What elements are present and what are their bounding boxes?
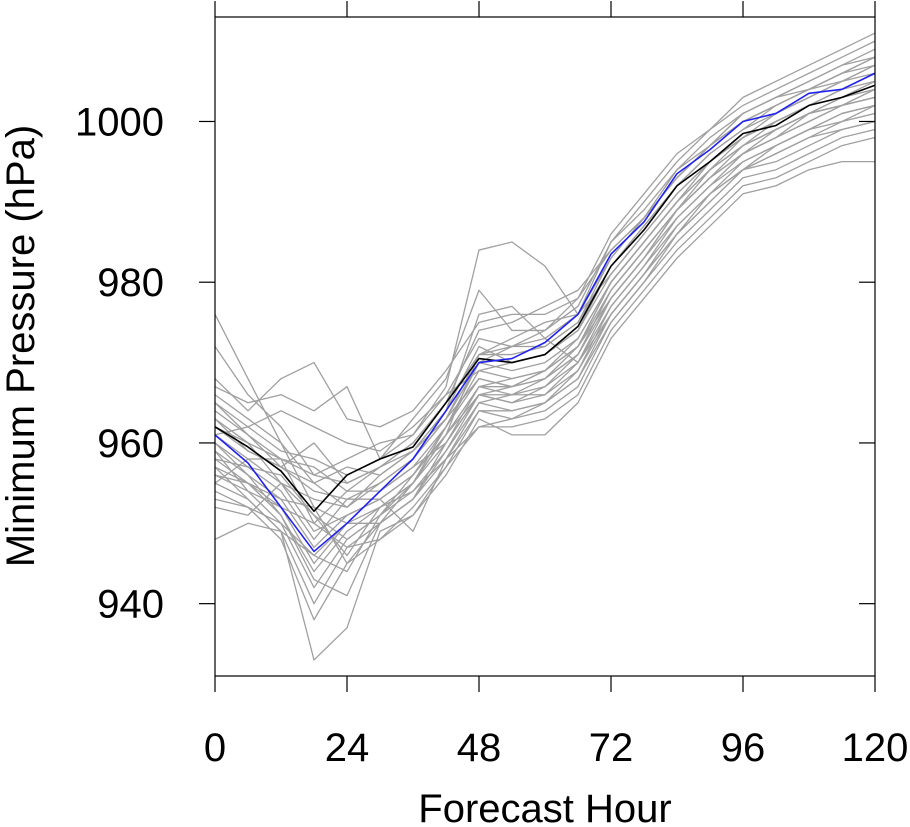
x-tick-label: 0 [204, 726, 226, 770]
ensemble-member-line [214, 64, 876, 492]
x-tick-label: 72 [589, 726, 634, 770]
x-tick-label: 120 [842, 726, 909, 770]
x-tick-label: 24 [325, 726, 370, 770]
ensemble-member-line [214, 56, 876, 508]
ensemble-member-line [214, 96, 876, 573]
ensemble-member-line [214, 80, 876, 484]
ensemble-member-line [214, 161, 875, 661]
x-tick-label: 48 [457, 726, 502, 770]
ensemble-member-line [214, 32, 876, 476]
ensemble-member-line [214, 64, 876, 476]
ensemble-member-line [214, 120, 876, 532]
ensemble-member-line [214, 64, 876, 484]
ensemble-member-line [214, 88, 876, 557]
tick-labels: 0 24 48 72 96 120 940 960 980 1000 [75, 100, 908, 770]
ensemble-member-line [214, 56, 876, 460]
ensemble-mean-line [214, 84, 876, 513]
ensemble-member-line [214, 136, 876, 621]
plot-frame [214, 16, 876, 677]
ensemble-member-line [214, 40, 876, 428]
x-axis-title: Forecast Hour [418, 787, 671, 827]
y-tick-label: 980 [97, 261, 164, 305]
y-tick-label: 960 [97, 422, 164, 466]
ensemble-member-line [214, 104, 876, 549]
y-tick-label: 940 [97, 583, 164, 627]
ensemble-member-line [214, 104, 876, 565]
x-tick-label: 96 [721, 726, 766, 770]
series-lines [214, 32, 876, 661]
ensemble-member-line [214, 72, 876, 484]
y-tick-label: 1000 [75, 100, 164, 144]
axis-ticks [199, 1, 876, 692]
y-axis-title: Minimum Pressure (hPa) [0, 125, 43, 567]
ensemble-member-line [214, 128, 876, 605]
highlight-line [214, 72, 876, 553]
ensemble-member-line [214, 96, 876, 541]
ensemble-member-line [214, 104, 876, 557]
ensemble-member-line [214, 88, 876, 524]
ensemble-member-line [214, 56, 876, 452]
